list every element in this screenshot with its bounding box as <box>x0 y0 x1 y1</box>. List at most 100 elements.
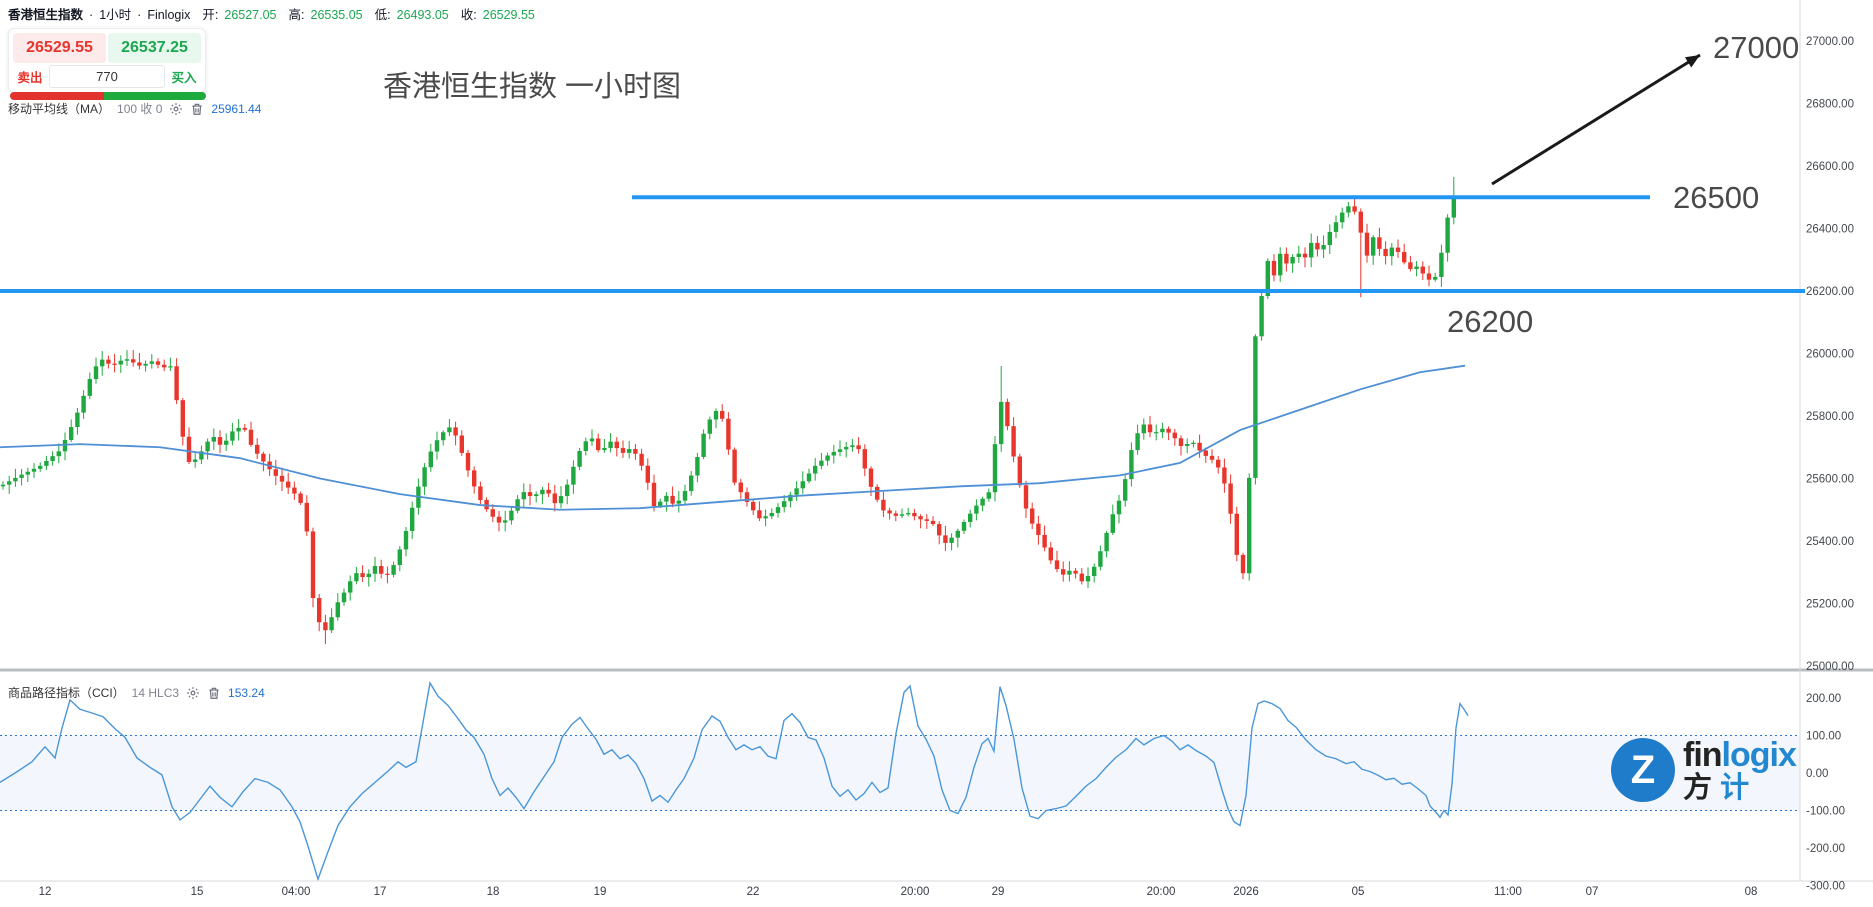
target-price-label[interactable]: 27000 <box>1713 30 1799 65</box>
data-source: Finlogix <box>147 8 191 22</box>
price-axis[interactable]: 27000.00 26800.00 26600.00 26400.00 26200.00… <box>1806 36 1854 893</box>
candle <box>1147 424 1153 433</box>
candle <box>199 451 204 460</box>
price-axis-label: 26800.00 <box>1806 99 1854 111</box>
price-level-label[interactable]: 26200 <box>1447 304 1533 339</box>
ma-name: 移动平均线（MA） <box>8 102 111 116</box>
candle <box>1054 560 1060 570</box>
finlogix-watermark: Z finlogix 方 计 <box>1611 738 1797 803</box>
cci-axis-label: 0.00 <box>1806 768 1828 780</box>
candle <box>472 470 477 487</box>
price-level-label[interactable]: 26500 <box>1673 180 1759 215</box>
candle <box>490 509 495 517</box>
candle <box>143 363 148 366</box>
candle <box>713 411 719 420</box>
candle <box>540 489 545 495</box>
candle <box>1178 438 1184 446</box>
candle <box>391 565 396 575</box>
sell-price-button[interactable]: 26529.55 <box>13 33 106 63</box>
candle <box>211 437 216 442</box>
candle <box>986 492 991 499</box>
quantity-input[interactable]: 770 <box>49 65 165 88</box>
candle <box>81 395 86 413</box>
price-axis-label: 26000.00 <box>1806 349 1854 361</box>
candle <box>1309 242 1314 258</box>
candle <box>1172 432 1177 439</box>
time-axis-label: 20:00 <box>1147 886 1176 898</box>
trend-arrow-drawing[interactable] <box>1491 53 1701 186</box>
candle <box>881 499 886 511</box>
candle <box>943 535 948 543</box>
candle <box>1116 500 1122 515</box>
chart-title-annotation[interactable]: 香港恒生指数 一小时图 <box>383 70 681 103</box>
candle <box>1216 459 1221 468</box>
candle <box>651 482 657 506</box>
ma-indicator-legend[interactable]: 移动平均线（MA） 100 收 0 25961.44 <box>8 100 261 117</box>
candle <box>286 481 291 488</box>
ma-line[interactable] <box>0 364 1466 511</box>
candle <box>447 427 452 433</box>
candle <box>50 456 55 461</box>
candle <box>503 520 508 523</box>
candle <box>422 467 427 487</box>
candle <box>385 573 390 575</box>
time-axis-label: 12 <box>39 886 52 898</box>
price-axis-label: 25200.00 <box>1806 599 1854 611</box>
price-axis-label: 25400.00 <box>1806 536 1854 548</box>
candle <box>242 427 247 430</box>
candle <box>788 494 793 502</box>
candle <box>899 514 905 516</box>
candle <box>577 451 582 467</box>
cci-params: 14 HLC3 <box>131 685 180 700</box>
time-axis-label: 15 <box>191 886 204 898</box>
candle <box>844 446 849 450</box>
cci-line[interactable] <box>0 681 1469 882</box>
candle <box>794 488 799 495</box>
delete-trash-icon[interactable] <box>190 102 204 116</box>
candle <box>980 498 985 506</box>
candle <box>149 361 154 364</box>
delete-trash-icon[interactable] <box>207 686 221 700</box>
candle <box>1414 266 1419 269</box>
candle <box>75 412 80 428</box>
candle <box>627 449 632 453</box>
cci-indicator-legend[interactable]: 商品路径指标（CCI） 14 HLC3 153.24 <box>8 684 265 701</box>
candle <box>1079 573 1084 582</box>
candle <box>335 602 340 618</box>
open-label: 开: <box>202 8 219 22</box>
candle <box>341 592 347 603</box>
candle <box>695 457 700 476</box>
candle <box>459 435 464 453</box>
candle <box>565 484 570 496</box>
cci-axis-label: -200.00 <box>1806 843 1845 855</box>
symbol-legend[interactable]: 香港恒生指数 · 1小时 · Finlogix 开: 26527.05 高: 2… <box>8 4 535 23</box>
candle <box>527 492 533 496</box>
candle <box>800 481 805 489</box>
candle-series <box>0 176 1456 645</box>
candle <box>534 494 539 496</box>
settings-gear-icon[interactable] <box>169 102 183 116</box>
candle <box>1340 212 1345 223</box>
candle <box>837 449 843 452</box>
price-axis-label: 26400.00 <box>1806 224 1854 236</box>
candle <box>372 566 378 574</box>
candle <box>230 431 235 441</box>
candle <box>1160 428 1165 433</box>
buy-price-button[interactable]: 26537.25 <box>108 33 201 63</box>
buy-label[interactable]: 买入 <box>171 71 197 85</box>
candle <box>1197 442 1202 451</box>
candle <box>255 444 260 454</box>
candle <box>1284 253 1289 264</box>
candle <box>720 411 725 419</box>
time-axis[interactable]: 12 15 04:00 17 18 19 22 20:00 29 20:00 2026 05 11:00… <box>39 886 1758 898</box>
candle <box>496 516 502 523</box>
candle <box>137 362 142 366</box>
candle <box>968 513 973 522</box>
candle <box>93 366 99 380</box>
candle <box>1259 296 1264 337</box>
candle <box>1110 514 1115 533</box>
sell-label[interactable]: 卖出 <box>17 71 43 85</box>
candle <box>1371 237 1376 256</box>
settings-gear-icon[interactable] <box>186 686 200 700</box>
